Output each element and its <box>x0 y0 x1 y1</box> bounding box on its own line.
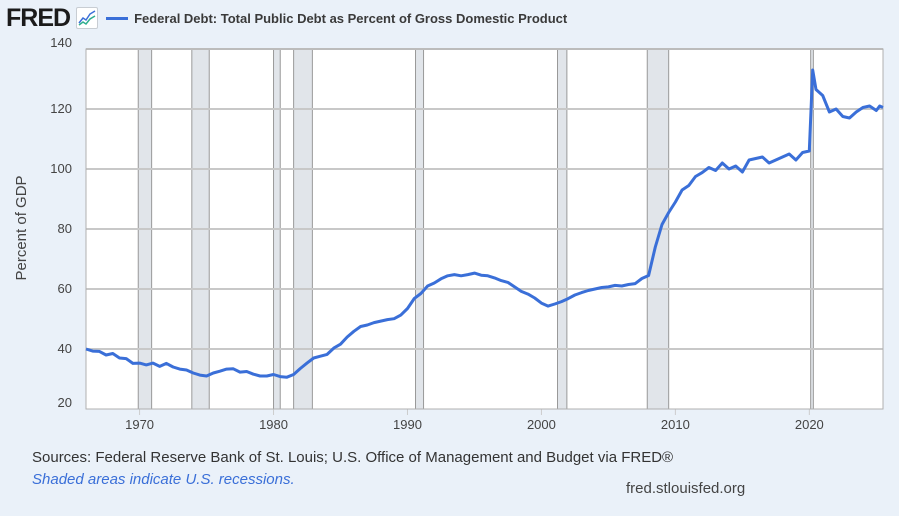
x-tick-label: 1980 <box>259 417 288 432</box>
chart-svg: 20 40 60 80 100 120 140 1970 1980 1990 2000 2010 20… <box>13 35 884 432</box>
legend-label: Federal Debt: Total Public Debt as Perce… <box>134 10 568 26</box>
x-axis-ticks: 1970 1980 1990 2000 2010 2020 <box>125 409 824 432</box>
y-tick-label: 100 <box>50 161 72 176</box>
x-tick-label: 2020 <box>795 417 824 432</box>
sources-text: Sources: Federal Reserve Bank of St. Lou… <box>32 449 674 466</box>
y-tick-label: 20 <box>58 395 72 410</box>
plot-frame <box>85 48 884 410</box>
x-tick-label: 2010 <box>661 417 690 432</box>
fred-url[interactable]: fred.stlouisfed.org <box>626 480 746 497</box>
y-tick-label: 140 <box>50 35 72 50</box>
x-tick-label: 1970 <box>125 417 154 432</box>
fred-logo[interactable]: FRED <box>6 3 71 32</box>
y-tick-label: 40 <box>58 341 72 356</box>
x-tick-label: 2000 <box>527 417 556 432</box>
y-tick-label: 80 <box>58 221 72 236</box>
x-tick-label: 1990 <box>393 417 422 432</box>
series-line <box>85 68 884 379</box>
chart-header: FRED Federal Debt: Total Public Debt as … <box>6 4 567 32</box>
recession-note[interactable]: Shaded areas indicate U.S. recessions. <box>32 471 295 488</box>
y-axis-label: Percent of GDP <box>13 175 30 280</box>
legend-swatch <box>106 16 129 20</box>
y-axis-ticks: 20 40 60 80 100 120 140 <box>50 35 72 410</box>
line-chart-icon <box>76 7 99 29</box>
y-tick-label: 120 <box>50 101 72 116</box>
y-tick-label: 60 <box>58 281 72 296</box>
